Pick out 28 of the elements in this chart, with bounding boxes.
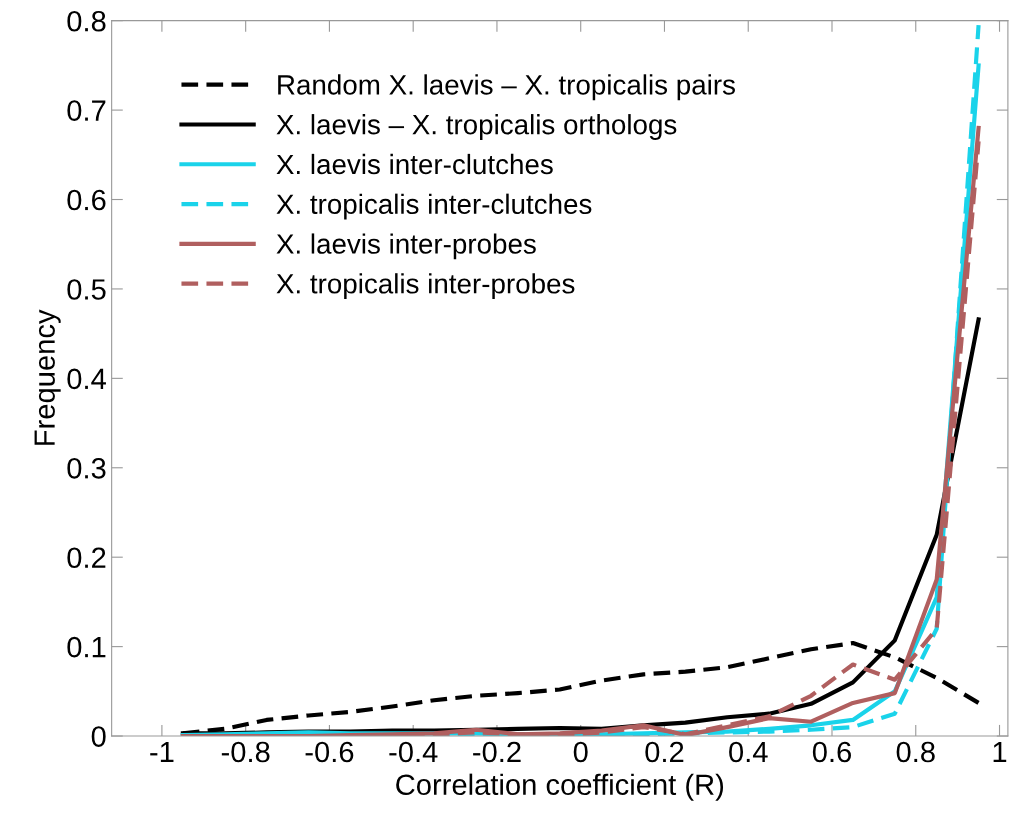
x-tick-label: -0.4 (389, 741, 438, 763)
y-tick-label: 0.3 (67, 457, 106, 479)
y-tick-label: 0.1 (67, 636, 106, 658)
y-tick-label: 0 (91, 726, 106, 747)
x-tick-label: 0 (573, 741, 588, 763)
y-axis-title: Frequency (34, 309, 61, 445)
y-tick-label: 0.6 (67, 189, 106, 211)
x-tick-label: 0.6 (812, 741, 851, 763)
y-tick-label: 0.5 (67, 279, 106, 300)
x-tick-label: -1 (150, 741, 174, 763)
x-tick-label: 0.4 (729, 741, 768, 763)
x-tick-label: 0.8 (896, 741, 935, 763)
legend-label: X. laevis inter-probes (276, 233, 536, 260)
x-tick-label: 1 (993, 741, 1007, 763)
legend-label: Random X. laevis – X. tropicalis pairs (278, 74, 735, 101)
y-tick-label: 0.7 (67, 100, 106, 121)
legend-label: X. tropicalis inter-probes (276, 273, 575, 300)
x-axis-title: Correlation coefficient (R) (396, 773, 724, 801)
y-tick-label: 0.8 (67, 10, 106, 32)
legend-label: X. laevis inter-clutches (276, 153, 553, 175)
y-tick-label: 0.4 (67, 368, 106, 390)
x-tick-label: -0.8 (221, 741, 270, 763)
y-tick-label: 0.2 (67, 547, 106, 569)
x-tick-label: -0.6 (305, 741, 354, 763)
x-tick-label: 0.2 (645, 741, 684, 763)
legend-label: X. tropicalis inter-clutches (276, 193, 592, 220)
x-tick-label: -0.2 (473, 741, 521, 763)
legend-label: X. laevis – X. tropicalis orthologs (276, 114, 677, 140)
